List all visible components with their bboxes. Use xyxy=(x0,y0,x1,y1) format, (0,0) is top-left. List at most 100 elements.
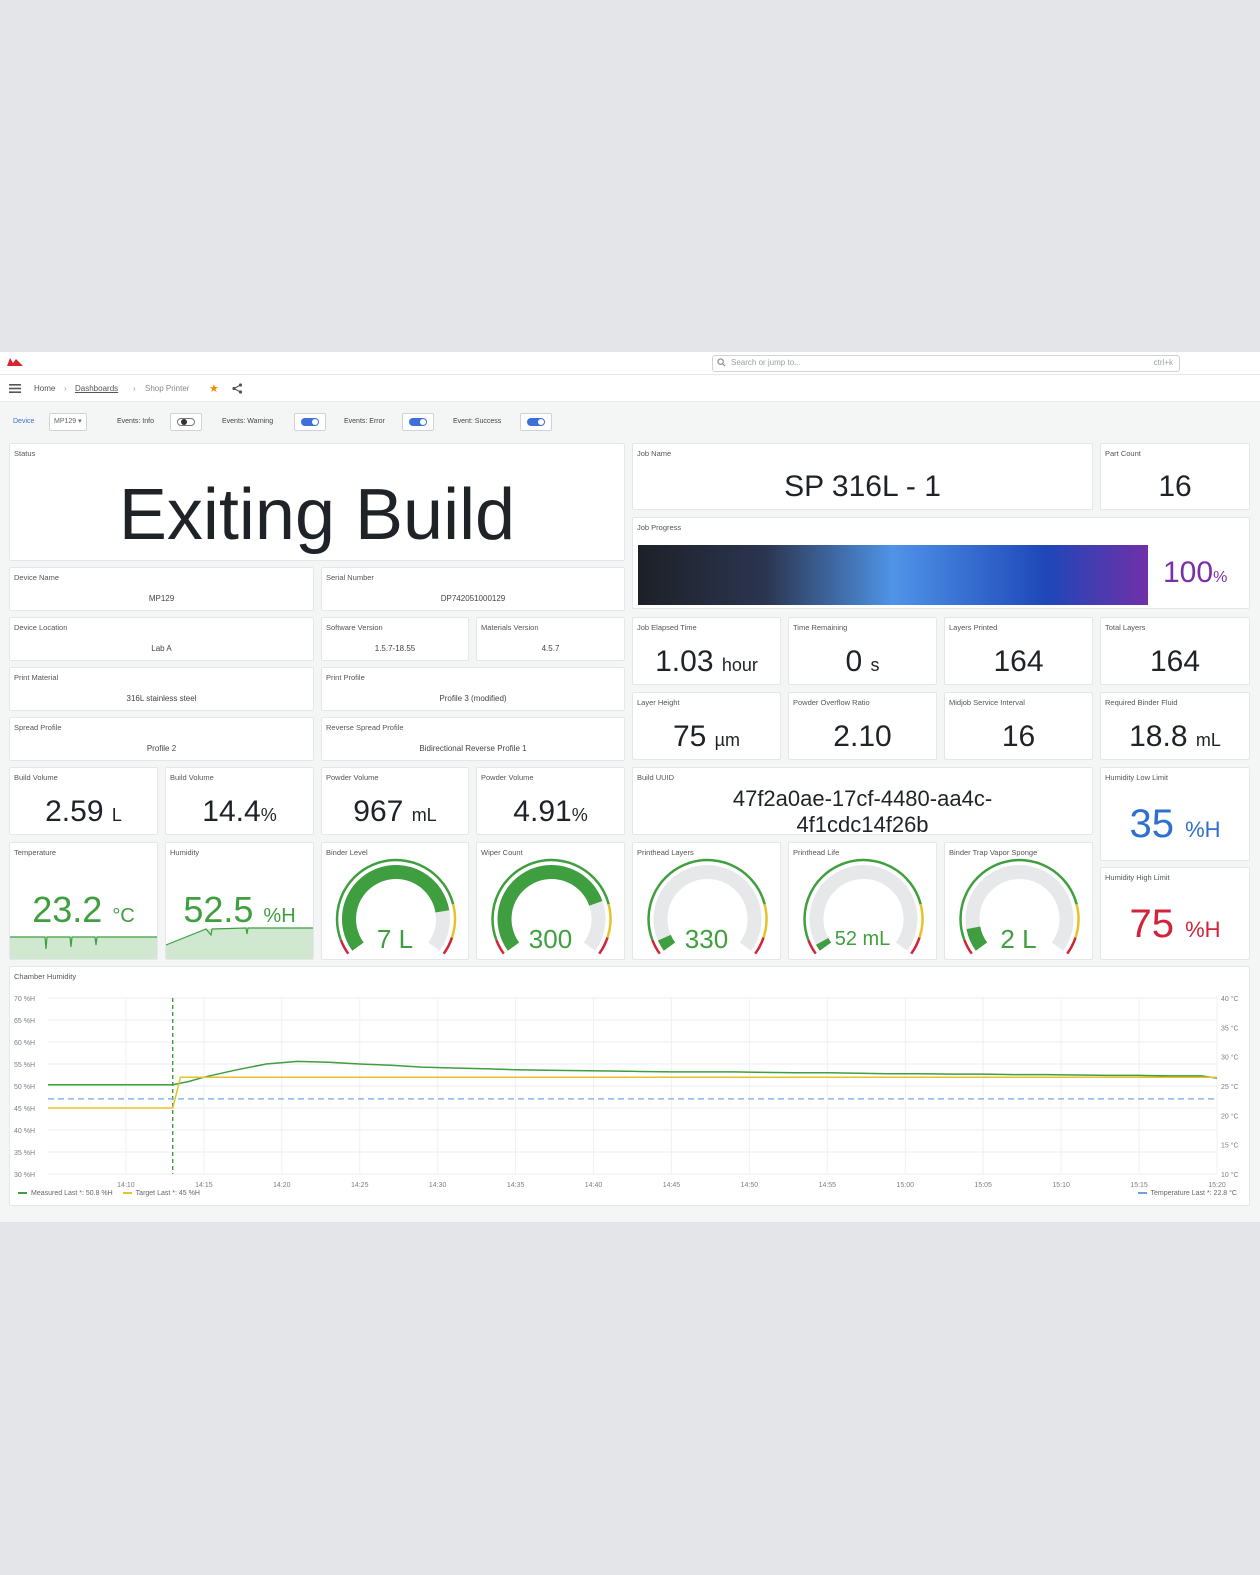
time-remaining-panel: Time Remaining 0 s xyxy=(788,617,937,685)
printhead-life-value: 52 mL xyxy=(789,928,936,951)
events-error-label: Events: Error xyxy=(344,415,385,429)
spread-profile-panel: Spread Profile Profile 2 xyxy=(9,717,314,761)
panel-title: Serial Number xyxy=(326,573,374,582)
device-name-value: MP129 xyxy=(10,594,313,603)
events-warning-toggle[interactable] xyxy=(294,413,326,431)
job-progress-value: 100% xyxy=(1163,556,1227,590)
midjob-service-interval-panel: Midjob Service Interval 16 xyxy=(944,692,1093,760)
breadcrumb-separator: › xyxy=(133,384,136,393)
serial-number-panel: Serial Number DP742051000129 xyxy=(321,567,625,611)
part-count-panel: Part Count 16 xyxy=(1100,443,1250,510)
job-elapsed-time-panel: Job Elapsed Time 1.03 hour xyxy=(632,617,781,685)
panel-title: Total Layers xyxy=(1105,623,1145,632)
star-icon[interactable]: ★ xyxy=(209,382,219,395)
y2-axis-tick-label: 20 °C xyxy=(1221,1112,1239,1120)
panel-title: Printhead Layers xyxy=(637,848,694,857)
reverse-spread-profile-panel: Reverse Spread Profile Bidirectional Rev… xyxy=(321,717,625,761)
y2-axis-tick-label: 10 °C xyxy=(1221,1171,1239,1179)
breadcrumb-home[interactable]: Home xyxy=(34,384,55,393)
device-location-value: Lab A xyxy=(10,644,313,653)
powder-volume-pct-panel: Powder Volume 4.91% xyxy=(476,767,625,835)
y-axis-tick-label: 55 %H xyxy=(14,1062,35,1069)
print-material-value: 316L stainless steel xyxy=(10,694,313,703)
chamber-humidity-chart: 70 %H 65 %H 60 %H 55 %H 50 %H 45 %H 40 %H 35 %H… xyxy=(10,967,1250,1206)
progress-bar-fill xyxy=(638,545,1148,605)
y-axis-tick-label: 45 %H xyxy=(14,1106,35,1113)
required-binder-fluid-value: 18.8 mL xyxy=(1101,720,1249,754)
temperature-panel: Temperature 23.2 °C xyxy=(9,842,158,960)
events-warning-label: Events: Warning xyxy=(222,415,273,429)
search-input[interactable]: Search or jump to... ctrl+k xyxy=(712,355,1180,372)
panel-title: Humidity xyxy=(170,848,199,857)
y-axis-tick-label: 35 %H xyxy=(14,1150,35,1157)
legend-item-measured[interactable]: Measured Last *: 50.8 %H xyxy=(18,1190,113,1197)
events-error-toggle[interactable] xyxy=(402,413,434,431)
print-profile-panel: Print Profile Profile 3 (modified) xyxy=(321,667,625,711)
breadcrumb: Home › Dashboards › Shop Printer ★ xyxy=(0,375,1260,402)
y-axis-tick-label: 65 %H xyxy=(14,1018,35,1025)
y-axis-tick-label: 70 %H xyxy=(14,996,35,1003)
layers-printed-value: 164 xyxy=(945,645,1092,679)
y2-axis-tick-label: 35 °C xyxy=(1221,1024,1239,1032)
panel-title: Time Remaining xyxy=(793,623,847,632)
layers-printed-panel: Layers Printed 164 xyxy=(944,617,1093,685)
device-select[interactable]: MP129 ▾ xyxy=(49,413,87,431)
panel-title: Humidity Low Limit xyxy=(1105,773,1168,782)
humidity-sparkline xyxy=(166,923,314,959)
series-line-measured xyxy=(48,1061,1217,1084)
print-material-panel: Print Material 316L stainless steel xyxy=(9,667,314,711)
x-axis-tick-label: 14:35 xyxy=(507,1182,525,1189)
events-info-label: Events: Info xyxy=(117,415,154,429)
y2-axis-tick-label: 30 °C xyxy=(1221,1054,1239,1062)
wiper-count-panel: Wiper Count 300 xyxy=(476,842,625,960)
build-volume-l-value: 2.59 L xyxy=(10,795,157,829)
build-uuid-panel: Build UUID 47f2a0ae-17cf-4480-aa4c- 4f1c… xyxy=(632,767,1093,835)
binder-trap-vapor-sponge-panel: Binder Trap Vapor Sponge 2 L xyxy=(944,842,1093,960)
legend-item-target[interactable]: Target Last *: 45 %H xyxy=(123,1190,200,1197)
y-axis-tick-label: 60 %H xyxy=(14,1040,35,1047)
job-progress-panel: Job Progress 100% xyxy=(632,517,1250,609)
powder-volume-pct-value: 4.91% xyxy=(477,795,624,829)
x-axis-tick-label: 14:30 xyxy=(429,1182,447,1189)
panel-title: Print Profile xyxy=(326,673,365,682)
status-panel: Status Exiting Build xyxy=(9,443,625,561)
app-logo-icon[interactable] xyxy=(7,358,23,366)
serial-number-value: DP742051000129 xyxy=(322,594,624,603)
panel-title: Binder Level xyxy=(326,848,368,857)
y-axis-tick-label: 40 %H xyxy=(14,1128,35,1135)
device-variable-label: Device xyxy=(13,415,34,429)
series-line-target xyxy=(48,1077,1217,1108)
y-axis-tick-label: 50 %H xyxy=(14,1084,35,1091)
panel-title: Build UUID xyxy=(637,773,674,782)
panel-title: Status xyxy=(14,449,35,458)
y-axis-tick-label: 30 %H xyxy=(14,1172,35,1179)
events-info-toggle[interactable] xyxy=(170,413,202,431)
legend-item-temperature[interactable]: Temperature Last *: 22.8 °C xyxy=(1138,1190,1237,1197)
software-version-value: 1.5.7-18.55 xyxy=(322,644,468,653)
menu-icon[interactable] xyxy=(9,384,21,393)
humidity-high-limit-panel: Humidity High Limit 75 %H xyxy=(1100,867,1250,960)
x-axis-tick-label: 14:40 xyxy=(585,1182,603,1189)
x-axis-tick-label: 15:20 xyxy=(1208,1182,1226,1189)
layer-height-panel: Layer Height 75 µm xyxy=(632,692,781,760)
search-placeholder: Search or jump to... xyxy=(731,358,801,367)
top-bar: Search or jump to... ctrl+k xyxy=(0,352,1260,375)
panel-title: Printhead Life xyxy=(793,848,839,857)
x-axis-tick-label: 15:05 xyxy=(974,1182,992,1189)
print-profile-value: Profile 3 (modified) xyxy=(322,694,624,703)
printhead-layers-value: 330 xyxy=(633,924,780,955)
powder-volume-ml-value: 967 mL xyxy=(322,795,468,829)
progress-track xyxy=(638,545,1148,605)
event-success-label: Event: Success xyxy=(453,415,501,429)
breadcrumb-dashboards[interactable]: Dashboards xyxy=(75,384,118,393)
total-layers-value: 164 xyxy=(1101,645,1249,679)
event-success-toggle[interactable] xyxy=(520,413,552,431)
panel-title: Spread Profile xyxy=(14,723,62,732)
layer-height-value: 75 µm xyxy=(633,720,780,754)
share-icon[interactable] xyxy=(232,383,243,394)
panel-title: Binder Trap Vapor Sponge xyxy=(949,848,1037,857)
required-binder-fluid-panel: Required Binder Fluid 18.8 mL xyxy=(1100,692,1250,760)
x-axis-tick-label: 14:45 xyxy=(663,1182,681,1189)
legend-left: Measured Last *: 50.8 %H Target Last *: … xyxy=(18,1190,200,1197)
x-axis-tick-label: 15:00 xyxy=(897,1182,915,1189)
